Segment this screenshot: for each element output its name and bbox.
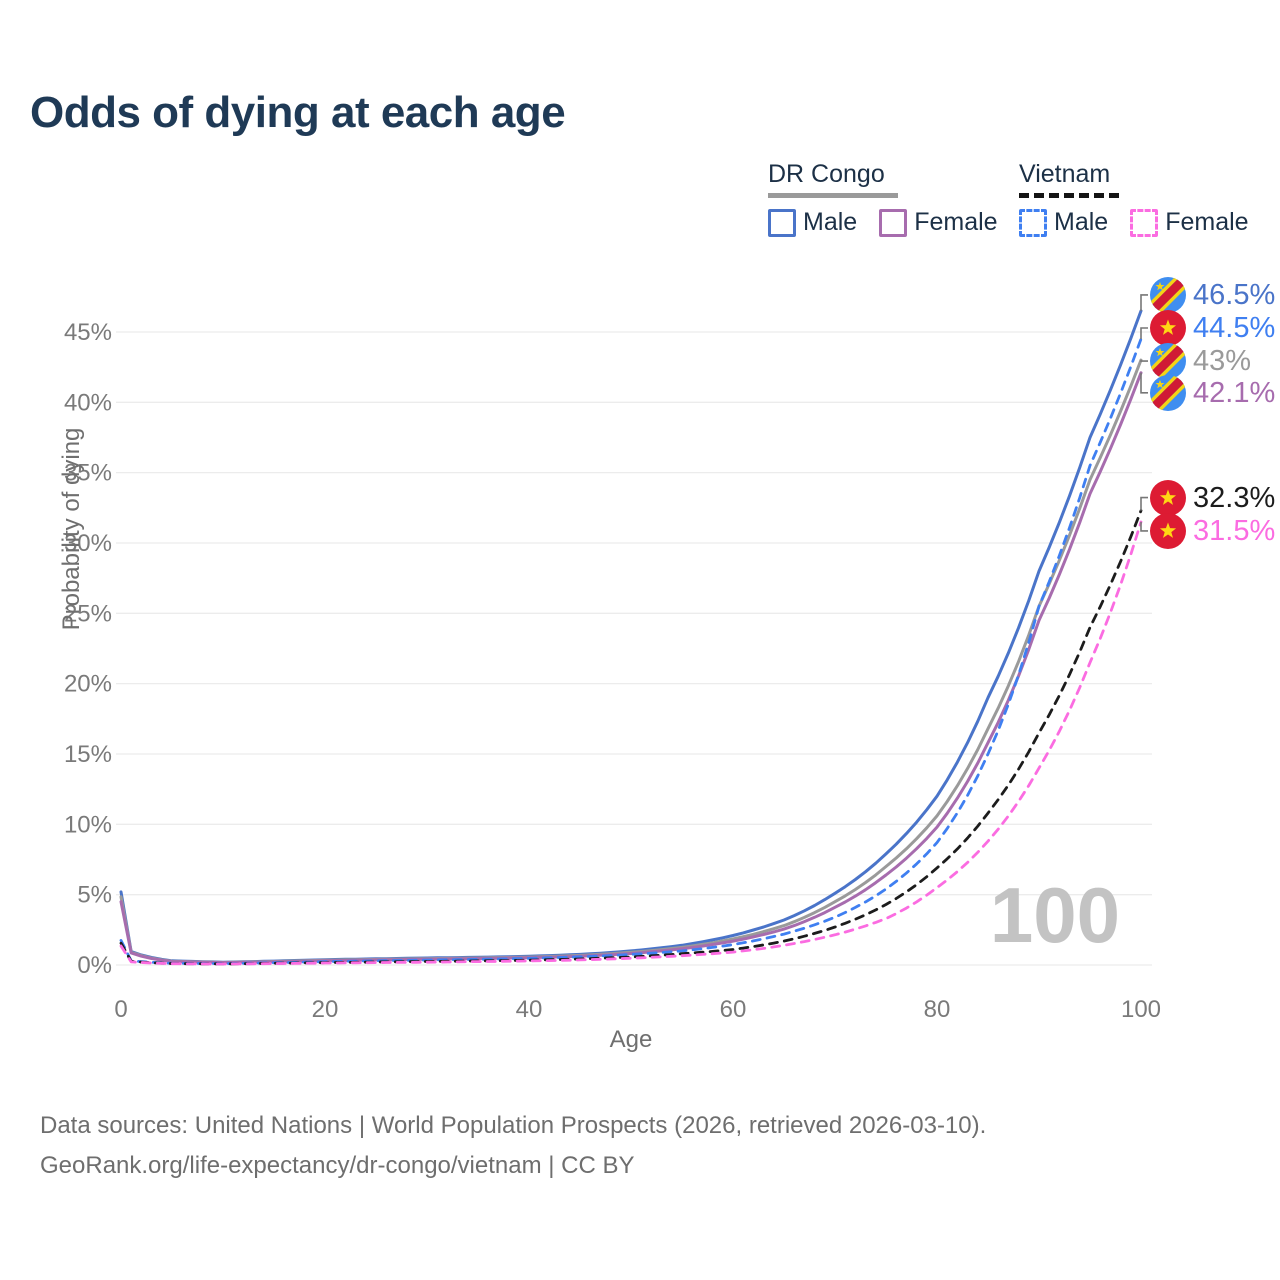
series-line-vietnam-female xyxy=(119,520,1143,966)
legend-swatch xyxy=(879,208,908,237)
series-line-dr-congo-male xyxy=(119,309,1143,964)
legend-item-dr-congo-male[interactable]: Male xyxy=(768,208,857,237)
legend-group-dr-congo: DR Congo Male Female xyxy=(768,160,1020,237)
end-label-dr-congo-female: 42.1% xyxy=(1150,375,1275,411)
y-tick-label: 10% xyxy=(64,811,112,838)
age-watermark: 100 xyxy=(990,871,1120,959)
legend-item-label: Female xyxy=(1165,208,1249,236)
legend-item-dr-congo-female[interactable]: Female xyxy=(879,208,998,237)
x-tick-label: 0 xyxy=(114,996,127,1023)
legend-item-label: Male xyxy=(1054,208,1109,236)
dr-congo-flag-icon xyxy=(1150,375,1186,411)
footer-data-sources: Data sources: United Nations | World Pop… xyxy=(40,1112,987,1139)
vietnam-flag-icon xyxy=(1150,310,1186,346)
dr-congo-flag-icon xyxy=(1150,277,1186,313)
page-title: Odds of dying at each age xyxy=(30,88,566,137)
y-tick-label: 30% xyxy=(64,530,112,557)
x-tick-label: 100 xyxy=(1121,996,1161,1023)
legend-group-vietnam: Vietnam Male Female xyxy=(1019,160,1271,237)
x-tick-label: 60 xyxy=(720,996,747,1023)
legend-swatch xyxy=(1019,208,1047,237)
label-connector xyxy=(1140,372,1148,394)
y-tick-label: 20% xyxy=(64,671,112,698)
end-label-dr-congo-both: 43% xyxy=(1150,343,1251,379)
y-axis-title: Probability of dying xyxy=(58,427,85,631)
legend-swatch xyxy=(1130,208,1159,237)
y-tick-label: 40% xyxy=(64,389,112,416)
y-tick-label: 5% xyxy=(77,882,112,909)
y-tick-label: 35% xyxy=(64,460,112,487)
vietnam-flag-icon xyxy=(1150,480,1186,516)
y-tick-label: 0% xyxy=(77,952,112,979)
series-line-vietnam-both xyxy=(119,509,1143,966)
legend-items-dr-congo: Male Female xyxy=(768,208,1020,237)
legend-underline-solid xyxy=(768,193,898,198)
legend-header-vietnam[interactable]: Vietnam xyxy=(1019,160,1111,188)
end-label-value: 44.5% xyxy=(1193,311,1276,344)
end-label-vietnam-both: 32.3% xyxy=(1150,480,1275,516)
legend-swatch xyxy=(768,208,796,237)
end-label-value: 31.5% xyxy=(1193,514,1276,547)
y-tick-label: 25% xyxy=(64,600,112,627)
end-label-vietnam-male: 44.5% xyxy=(1150,310,1275,346)
end-label-dr-congo-male: 46.5% xyxy=(1150,277,1275,313)
x-tick-label: 80 xyxy=(924,996,951,1023)
legend-underline-dashed xyxy=(1019,193,1119,198)
label-connector xyxy=(1140,360,1148,362)
line-chart: 0% 5% 10% 15% 20% 25% 30% 35% 40% 45% 0 20 40 60 80 100… xyxy=(64,294,1161,1023)
series-line-vietnam-male xyxy=(119,337,1143,965)
end-label-value: 42.1% xyxy=(1193,376,1276,409)
legend-item-vietnam-male[interactable]: Male xyxy=(1019,208,1108,237)
label-connector xyxy=(1140,327,1148,339)
footer-attribution: GeoRank.org/life-expectancy/dr-congo/vie… xyxy=(40,1152,635,1179)
footer: Data sources: United Nations | World Pop… xyxy=(40,1106,986,1186)
end-label-value: 46.5% xyxy=(1193,278,1276,311)
legend-item-label: Male xyxy=(803,208,858,236)
x-tick-label: 40 xyxy=(516,996,543,1023)
label-connector xyxy=(1140,294,1148,311)
y-tick-label: 45% xyxy=(64,319,112,346)
dr-congo-flag-icon xyxy=(1150,343,1186,379)
legend-item-label: Female xyxy=(914,208,998,236)
y-tick-label: 15% xyxy=(64,741,112,768)
vietnam-flag-icon xyxy=(1150,513,1186,549)
label-connector xyxy=(1140,496,1148,511)
end-label-value: 32.3% xyxy=(1193,481,1276,514)
legend-item-vietnam-female[interactable]: Female xyxy=(1130,208,1249,237)
end-label-value: 43% xyxy=(1193,344,1252,377)
label-connector xyxy=(1140,521,1148,532)
series-line-dr-congo-female xyxy=(119,371,1143,965)
x-axis-title: Age xyxy=(609,1026,653,1053)
x-tick-label: 20 xyxy=(312,996,339,1023)
legend-items-vietnam: Male Female xyxy=(1019,208,1271,237)
series-line-dr-congo-both xyxy=(119,358,1143,964)
legend-header-dr-congo[interactable]: DR Congo xyxy=(768,160,885,188)
end-label-vietnam-female: 31.5% xyxy=(1150,513,1275,549)
